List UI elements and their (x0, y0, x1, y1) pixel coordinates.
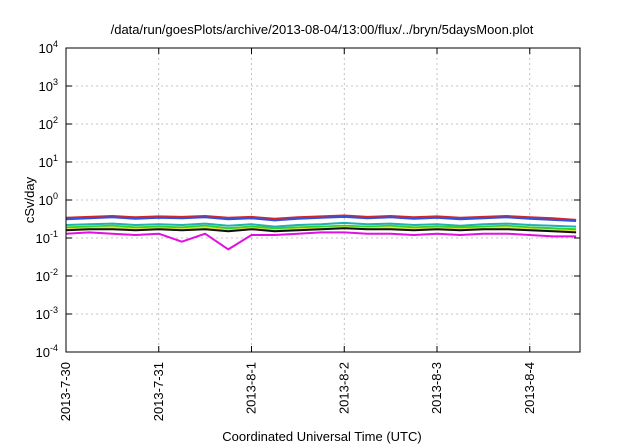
x-axis: 2013-7-30 2013-7-31 2013-8-1 2013-8-2 2013-8… (58, 48, 537, 421)
y-tick-label: 10-2 (36, 267, 58, 284)
x-tick-label: 2013-8-4 (522, 362, 537, 414)
y-tick-label: 102 (39, 115, 58, 132)
series-line-6 (65, 227, 577, 234)
y-tick-base: 10 (39, 155, 53, 170)
y-tick-exponent: -3 (50, 305, 58, 315)
y-tick-base: 10 (36, 231, 50, 246)
x-tick-label: 2013-8-1 (244, 362, 259, 414)
y-tick-base: 10 (39, 41, 53, 56)
y-tick-label: 10-1 (36, 229, 58, 246)
y-tick-exponent: -2 (50, 267, 58, 277)
y-tick-exponent: -1 (50, 229, 58, 239)
y-tick-exponent: 0 (53, 191, 58, 201)
chart-title: /data/run/goesPlots/archive/2013-08-04/1… (111, 22, 534, 37)
y-axis-label: cSv/day (22, 176, 37, 223)
x-tick-label: 2013-8-3 (429, 362, 444, 414)
y-tick-label: 10-3 (36, 305, 58, 322)
x-tick-label: 2013-7-30 (58, 362, 73, 421)
series-line-2 (65, 215, 577, 222)
y-tick-base: 10 (36, 345, 50, 360)
y-tick-exponent: 4 (53, 39, 58, 49)
y-tick-exponent: 2 (53, 115, 58, 125)
y-tick-base: 10 (36, 269, 50, 284)
y-tick-base: 10 (39, 117, 53, 132)
series-line-3 (65, 221, 577, 228)
series-line-7 (65, 231, 577, 251)
y-tick-label: 100 (39, 191, 58, 208)
y-tick-exponent: 3 (53, 77, 58, 87)
y-tick-exponent: 1 (53, 153, 58, 163)
y-tick-label: 104 (39, 39, 58, 56)
y-tick-label: 101 (39, 153, 58, 170)
y-tick-exponent: -4 (50, 343, 58, 353)
x-axis-label: Coordinated Universal Time (UTC) (222, 429, 421, 444)
y-tick-label: 10-4 (36, 343, 58, 360)
y-tick-label: 103 (39, 77, 58, 94)
x-tick-label: 2013-7-31 (151, 362, 166, 421)
y-tick-base: 10 (36, 307, 50, 322)
series-line-1 (65, 214, 577, 221)
y-tick-base: 10 (39, 79, 53, 94)
grid (66, 48, 580, 352)
y-tick-base: 10 (39, 193, 53, 208)
x-tick-label: 2013-8-2 (336, 362, 351, 414)
series-group (65, 214, 577, 251)
series-line-4 (65, 224, 577, 231)
